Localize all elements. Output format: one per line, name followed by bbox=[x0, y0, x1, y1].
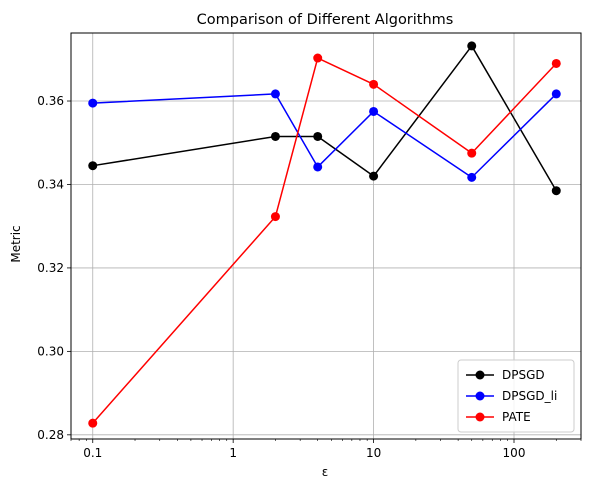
legend-label-pate: PATE bbox=[502, 410, 531, 424]
plot-area-frame bbox=[70, 32, 582, 440]
series-layer bbox=[88, 41, 561, 428]
y-tick-label: 0.34 bbox=[37, 177, 64, 191]
legend: DPSGD DPSGD_li PATE bbox=[457, 359, 575, 433]
x-tick-label: 1 bbox=[229, 446, 237, 460]
legend-label-dpsgd: DPSGD bbox=[502, 368, 545, 382]
data-point-pate bbox=[467, 148, 477, 158]
legend-marker-dpsgd bbox=[475, 370, 485, 380]
x-tick-label: 10 bbox=[366, 446, 381, 460]
y-tick-label: 0.36 bbox=[37, 94, 64, 108]
series-line-pate bbox=[92, 57, 557, 424]
y-tick-label: 0.32 bbox=[37, 261, 64, 275]
axis-ticks: 0.1 1 10 100 0.28 0.30 0.32 0.34 0.36 bbox=[37, 94, 582, 460]
y-tick-label: 0.28 bbox=[37, 428, 64, 442]
data-point-dpsgd bbox=[270, 131, 280, 141]
data-point-pate bbox=[313, 53, 323, 63]
data-point-dpsgd-li bbox=[551, 89, 561, 99]
x-tick-label: 100 bbox=[503, 446, 526, 460]
data-point-dpsgd-li bbox=[313, 162, 323, 172]
series-line-dpsgd-li bbox=[92, 93, 557, 179]
legend-marker-dpsgd-li bbox=[475, 391, 485, 401]
series-line-dpsgd bbox=[92, 45, 557, 192]
x-tick-label: 0.1 bbox=[83, 446, 102, 460]
data-point-dpsgd-li bbox=[88, 98, 98, 108]
data-point-dpsgd bbox=[369, 171, 379, 181]
data-point-pate bbox=[369, 79, 379, 89]
legend-box bbox=[457, 359, 575, 433]
chart-title: Comparison of Different Algorithms bbox=[197, 12, 454, 28]
y-tick-label: 0.30 bbox=[37, 344, 64, 358]
legend-label-dpsgd-li: DPSGD_li bbox=[502, 389, 557, 403]
data-point-pate bbox=[88, 418, 98, 428]
data-point-dpsgd bbox=[88, 161, 98, 171]
data-point-dpsgd-li bbox=[270, 89, 280, 99]
data-point-dpsgd-li bbox=[369, 106, 379, 116]
data-point-dpsgd bbox=[313, 131, 323, 141]
data-point-dpsgd-li bbox=[467, 172, 477, 182]
data-point-pate bbox=[270, 212, 280, 222]
x-axis-label: ε bbox=[322, 465, 329, 479]
data-point-pate bbox=[551, 58, 561, 68]
legend-marker-pate bbox=[475, 412, 485, 422]
data-point-dpsgd bbox=[467, 41, 477, 51]
y-axis-label: Metric bbox=[9, 225, 23, 262]
data-point-dpsgd bbox=[551, 186, 561, 196]
